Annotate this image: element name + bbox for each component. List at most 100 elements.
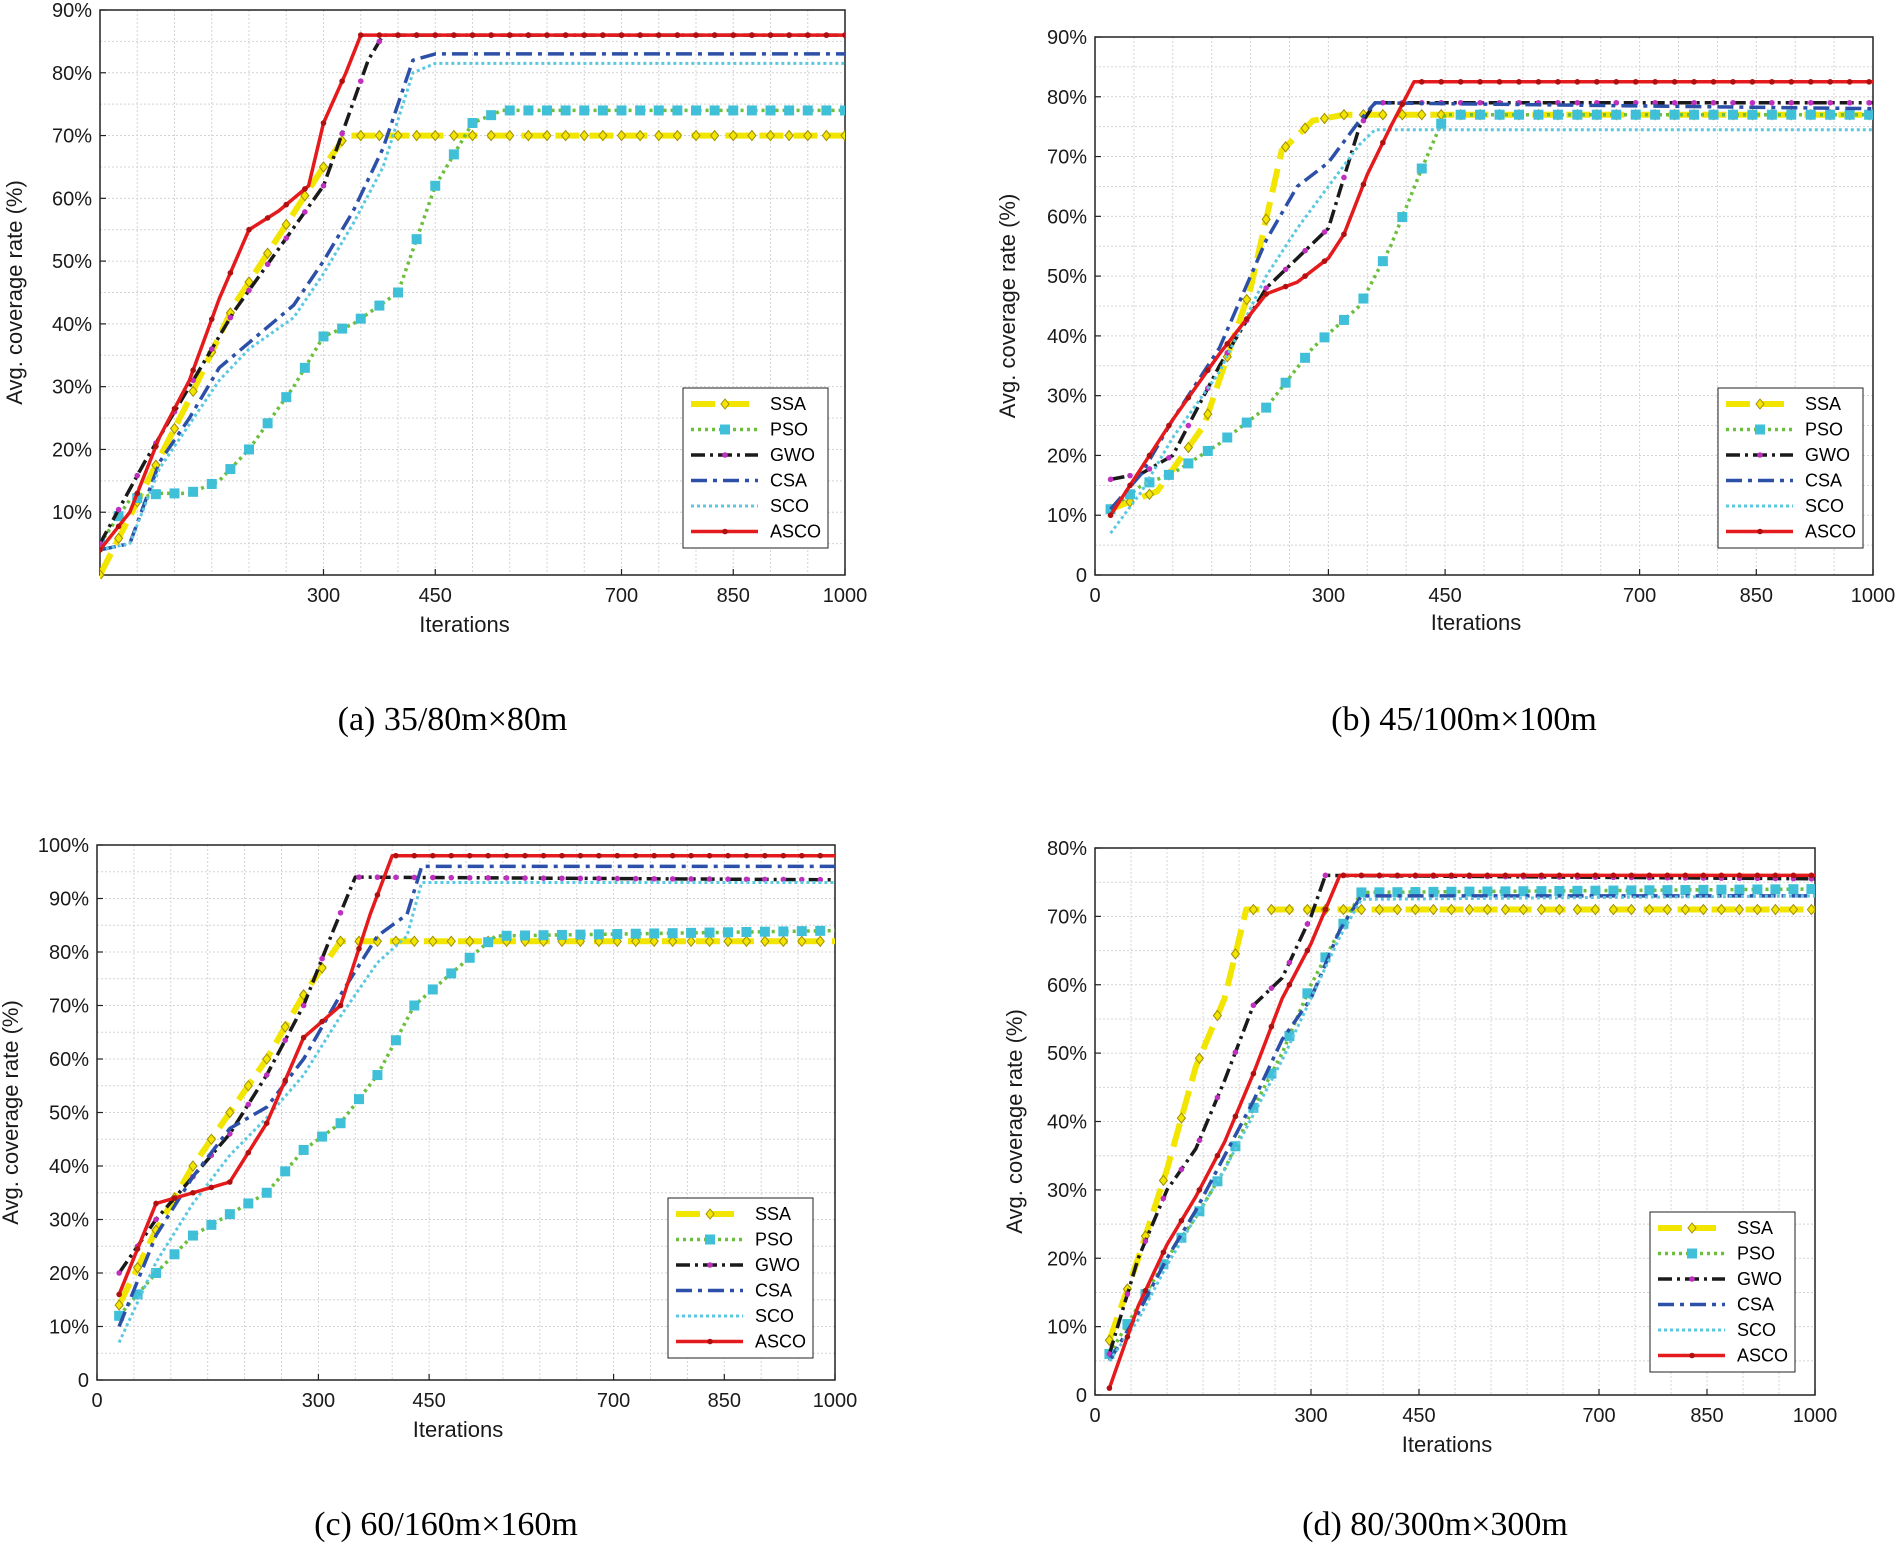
asco-marker <box>596 852 602 859</box>
pso-marker <box>1241 417 1252 428</box>
series-line-csa <box>117 864 835 1328</box>
ssa-marker <box>243 1079 253 1092</box>
pso-marker <box>318 331 329 342</box>
x-tick-label: 300 <box>1312 585 1345 607</box>
x-tick-label: 1000 <box>823 585 868 607</box>
asco-marker <box>115 523 122 530</box>
ssa-marker <box>1242 293 1252 306</box>
legend-label-gwo: GWO <box>1737 1269 1782 1289</box>
asco-marker <box>786 32 792 38</box>
ssa-marker <box>723 935 733 948</box>
ssa-marker <box>1374 903 1385 916</box>
legend-label-sco: SCO <box>770 496 809 516</box>
ssa-marker <box>1248 903 1259 916</box>
asco-marker <box>669 852 676 859</box>
pso-marker <box>393 287 403 298</box>
asco-marker <box>1304 947 1311 954</box>
asco-marker <box>540 852 547 859</box>
gwo-marker <box>466 874 473 881</box>
pso-marker <box>1747 109 1758 120</box>
asco-marker <box>134 1246 141 1252</box>
asco-marker <box>1682 872 1689 879</box>
ssa-marker <box>467 129 478 142</box>
gwo-marker <box>374 874 381 881</box>
pso-marker <box>704 927 715 938</box>
gwo-marker <box>1178 1166 1185 1173</box>
y-tick-label: 90% <box>1047 27 1087 49</box>
x-tick-label: 700 <box>1582 1405 1615 1427</box>
asco-marker <box>100 547 103 553</box>
gwo-marker <box>1185 422 1192 429</box>
asco-marker <box>227 1179 233 1185</box>
gwo-marker <box>393 874 399 881</box>
pso-marker <box>206 1219 217 1230</box>
legend-label-asco: ASCO <box>1737 1346 1788 1366</box>
gwo-marker <box>707 1262 713 1268</box>
ssa-marker <box>765 129 776 142</box>
asco-marker <box>1700 872 1707 879</box>
y-tick-label: 10% <box>1047 1317 1087 1339</box>
y-tick-label: 10% <box>1047 505 1087 527</box>
pso-marker <box>448 149 459 160</box>
pso-marker <box>261 1187 272 1198</box>
chart-panel-2: 0 10% 20% 30% 40% 50% 60% 70% 80% 90% 0 300 450 700 85… <box>995 27 1895 738</box>
ssa-marker <box>411 129 422 142</box>
pso-marker <box>1261 402 1272 413</box>
ssa-marker <box>1536 903 1547 916</box>
pso-marker <box>1374 887 1385 898</box>
x-axis-label: Iterations <box>413 1417 504 1442</box>
pso-marker <box>1786 109 1797 120</box>
asco-marker <box>1520 872 1527 879</box>
asco-marker <box>707 1338 713 1345</box>
asco-marker <box>1827 79 1834 85</box>
asco-marker <box>1710 79 1717 85</box>
ssa-marker <box>262 247 273 260</box>
pso-marker <box>612 929 623 940</box>
ssa-marker <box>705 1208 715 1220</box>
ssa-marker <box>132 1261 143 1274</box>
asco-marker <box>1664 872 1671 879</box>
pso-marker <box>206 478 217 489</box>
series-group <box>1104 872 1815 1391</box>
pso-marker <box>802 105 813 116</box>
y-tick-label: 0 <box>78 1370 89 1392</box>
asco-marker <box>264 215 271 221</box>
gwo-marker <box>1196 1137 1203 1144</box>
ssa-marker <box>815 935 825 948</box>
ssa-marker <box>1734 903 1745 916</box>
y-tick-label: 0 <box>1076 1385 1087 1407</box>
y-tick-label: 60% <box>1047 975 1087 997</box>
pso-marker <box>1727 109 1738 120</box>
ssa-marker <box>1319 112 1330 125</box>
pso-marker <box>1222 432 1233 443</box>
y-tick-label: 30% <box>1047 1180 1087 1202</box>
pso-marker <box>1572 109 1583 120</box>
gwo-marker <box>429 874 436 881</box>
asco-marker <box>1671 79 1678 85</box>
ssa-marker <box>1144 488 1155 501</box>
pso-marker <box>430 180 441 191</box>
gwo-marker <box>356 874 362 880</box>
x-tick-label: 0 <box>1089 585 1100 607</box>
asco-marker <box>1106 1385 1113 1391</box>
pso-marker <box>1844 109 1855 120</box>
asco-marker <box>522 852 528 859</box>
ssa-marker <box>760 935 770 948</box>
series-group <box>114 852 835 1344</box>
gwo-marker <box>264 261 271 268</box>
pso-marker <box>1708 109 1719 120</box>
pso-marker <box>635 105 646 116</box>
pso-marker <box>667 928 678 939</box>
ssa-marker <box>1662 903 1673 916</box>
gwo-marker <box>153 1216 159 1223</box>
asco-marker <box>466 852 473 859</box>
asco-marker <box>804 32 811 38</box>
asco-marker <box>429 852 436 859</box>
pso-marker <box>1554 885 1565 896</box>
gwo-marker <box>1788 99 1795 106</box>
x-tick-label: 300 <box>1294 1405 1327 1427</box>
pso-marker <box>501 930 512 941</box>
ssa-marker <box>1338 903 1349 916</box>
asco-marker <box>485 852 491 859</box>
x-tick-label: 1000 <box>1851 585 1896 607</box>
